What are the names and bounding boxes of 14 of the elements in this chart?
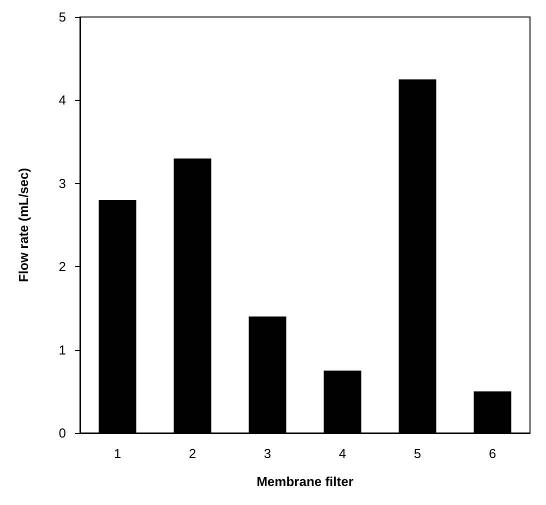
y-tick-label: 4	[58, 92, 66, 108]
y-tick-label: 3	[58, 176, 66, 191]
x-tick-label: 1	[114, 446, 122, 461]
x-tick-label: 2	[188, 446, 196, 461]
x-tick-label: 5	[414, 446, 422, 461]
y-tick-label: 0	[58, 426, 66, 440]
x-axis-title: Membrane filter	[256, 474, 354, 489]
x-tick-label: 3	[264, 446, 272, 461]
y-tick-label: 5	[58, 10, 66, 24]
y-tick-label: 1	[58, 342, 66, 358]
y-axis-title: Flow rate (mL/sec)	[16, 168, 31, 282]
x-tick-label: 4	[338, 446, 346, 461]
x-tick-label: 6	[488, 446, 496, 461]
y-tick-label: 2	[58, 259, 66, 274]
